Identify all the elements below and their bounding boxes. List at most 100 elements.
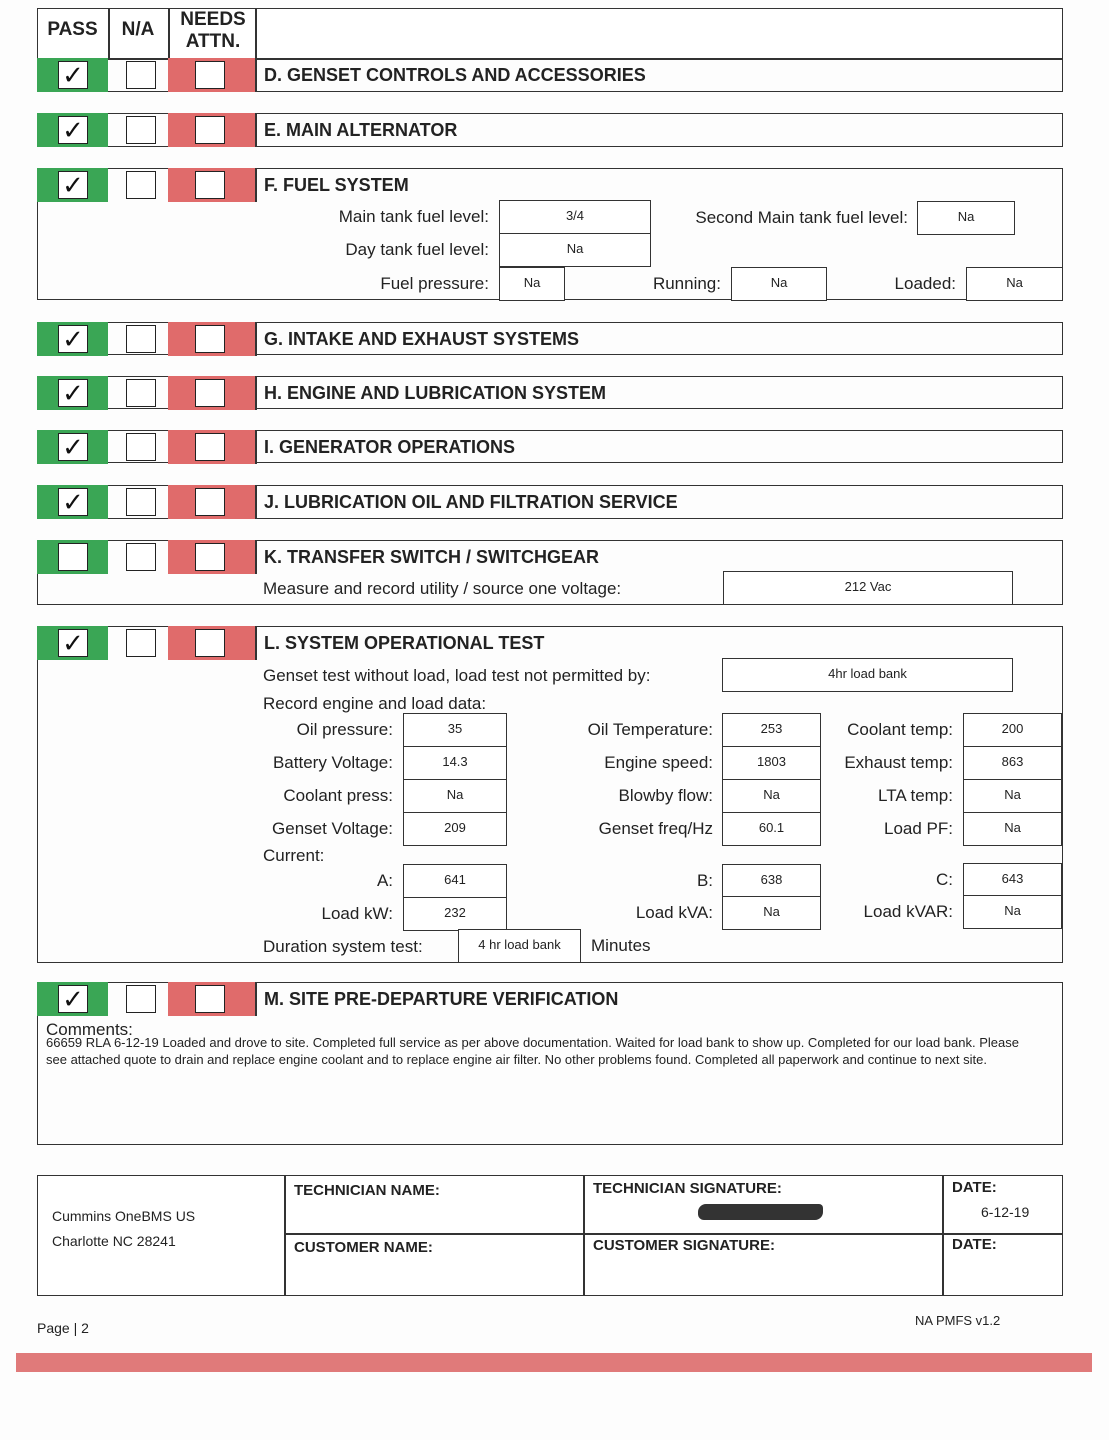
na-checkbox[interactable] [126, 433, 156, 461]
blowby-flow-field[interactable]: Na [722, 779, 821, 813]
na-checkbox[interactable] [126, 488, 156, 516]
checkmark-icon: ✓ [62, 628, 84, 658]
loaded-pressure-label: Loaded: [894, 274, 956, 293]
needs-attention-column-header: NEEDS ATTN. [180, 9, 246, 52]
current-b-label: B: [696, 871, 713, 890]
fuel-pressure-label: Fuel pressure: [380, 274, 489, 293]
section-title: J. LUBRICATION OIL AND FILTRATION SERVIC… [264, 492, 678, 512]
na-checkbox[interactable] [126, 171, 156, 199]
section-title: E. MAIN ALTERNATOR [264, 120, 458, 140]
load-pf-field[interactable]: Na [963, 812, 1062, 846]
current-a-label: A: [376, 871, 393, 890]
lta-temp-label: LTA temp: [878, 786, 953, 805]
genset-voltage-label: Genset Voltage: [272, 819, 393, 838]
needs-attention-checkbox[interactable] [195, 543, 225, 571]
current-c-label: C: [936, 870, 953, 889]
pass-checkbox[interactable]: ✓ [58, 379, 88, 407]
needs-attention-checkbox[interactable] [195, 433, 225, 461]
needs-attention-checkbox[interactable] [195, 171, 225, 199]
checkmark-icon: ✓ [62, 115, 84, 145]
current-c-field[interactable]: 643 [963, 863, 1062, 897]
oil-temp-field[interactable]: 253 [722, 713, 821, 747]
pass-checkbox[interactable]: ✓ [58, 629, 88, 657]
checkmark-icon: ✓ [62, 378, 84, 408]
pass-checkbox[interactable]: ✓ [58, 116, 88, 144]
needs-attention-checkbox[interactable] [195, 325, 225, 353]
coolant-temp-field[interactable]: 200 [963, 713, 1062, 747]
na-checkbox[interactable] [126, 379, 156, 407]
genset-voltage-field[interactable]: 209 [403, 812, 507, 846]
na-checkbox[interactable] [126, 985, 156, 1013]
needs-attention-checkbox[interactable] [195, 116, 225, 144]
checkmark-icon: ✓ [62, 324, 84, 354]
exhaust-temp-field[interactable]: 863 [963, 746, 1062, 780]
needs-attention-checkbox[interactable] [195, 379, 225, 407]
section-title: G. INTAKE AND EXHAUST SYSTEMS [264, 329, 580, 349]
running-pressure-field[interactable]: Na [731, 267, 827, 301]
duration-field[interactable]: 4 hr load bank [458, 929, 581, 963]
section-title: K. TRANSFER SWITCH / SWITCHGEAR [264, 547, 599, 567]
section-title: H. ENGINE AND LUBRICATION SYSTEM [264, 383, 607, 403]
battery-voltage-label: Battery Voltage: [272, 753, 393, 772]
second-main-tank-fuel-level-field[interactable]: Na [917, 201, 1015, 235]
pass-checkbox[interactable]: ✓ [58, 985, 88, 1013]
utility-voltage-label: Measure and record utility / source one … [263, 579, 622, 598]
needs-attention-checkbox[interactable] [195, 985, 225, 1013]
technician-signature-image [698, 1204, 823, 1220]
pass-column-header: PASS [47, 19, 98, 40]
lta-temp-field[interactable]: Na [963, 779, 1062, 813]
battery-voltage-field[interactable]: 14.3 [403, 746, 507, 780]
no-load-test-field[interactable]: 4hr load bank [722, 658, 1013, 692]
loaded-pressure-field[interactable]: Na [966, 267, 1063, 301]
oil-pressure-field[interactable]: 35 [403, 713, 507, 747]
na-checkbox[interactable] [126, 629, 156, 657]
current-b-field[interactable]: 638 [722, 864, 821, 898]
duration-unit: Minutes [591, 936, 651, 955]
pass-checkbox[interactable]: ✓ [58, 325, 88, 353]
section-title: D. GENSET CONTROLS AND ACCESSORIES [264, 65, 646, 85]
checkmark-icon: ✓ [62, 432, 84, 462]
engine-speed-field[interactable]: 1803 [722, 746, 821, 780]
fuel-pressure-field[interactable]: Na [499, 267, 565, 301]
na-checkbox[interactable] [126, 543, 156, 571]
load-kva-field[interactable]: Na [722, 896, 821, 930]
tech-date-value: 6-12-19 [981, 1204, 1030, 1220]
pass-checkbox[interactable]: ✓ [58, 61, 88, 89]
utility-voltage-field[interactable]: 212 Vac [723, 571, 1013, 605]
column-header-row [37, 8, 1063, 60]
na-checkbox[interactable] [126, 116, 156, 144]
engine-speed-label: Engine speed: [604, 753, 713, 772]
needs-attention-checkbox[interactable] [195, 488, 225, 516]
coolant-press-field[interactable]: Na [403, 779, 507, 813]
oil-pressure-label: Oil pressure: [296, 720, 393, 739]
na-checkbox[interactable] [126, 325, 156, 353]
current-a-field[interactable]: 641 [403, 864, 507, 898]
load-kvar-label: Load kVAR: [863, 902, 953, 921]
coolant-press-label: Coolant press: [283, 786, 393, 805]
checkmark-icon: ✓ [62, 170, 84, 200]
day-tank-fuel-level-label: Day tank fuel level: [345, 240, 489, 259]
genset-freq-field[interactable]: 60.1 [722, 812, 821, 846]
section-title: I. GENERATOR OPERATIONS [264, 437, 516, 457]
load-kw-field[interactable]: 232 [403, 897, 507, 931]
needs-attention-checkbox[interactable] [195, 61, 225, 89]
pass-checkbox[interactable]: ✓ [58, 171, 88, 199]
technician-name-label: TECHNICIAN NAME: [294, 1182, 440, 1199]
pass-checkbox[interactable]: ✓ [58, 433, 88, 461]
load-kvar-field[interactable]: Na [963, 895, 1062, 929]
section-box [37, 982, 1063, 1145]
main-tank-fuel-level-label: Main tank fuel level: [338, 207, 489, 226]
coolant-temp-label: Coolant temp: [847, 720, 953, 739]
customer-date-label: DATE: [952, 1236, 997, 1253]
pass-checkbox[interactable] [58, 543, 88, 571]
pass-checkbox[interactable]: ✓ [58, 488, 88, 516]
comments-label: Comments: [46, 1020, 133, 1039]
load-kw-label: Load kW: [321, 904, 393, 923]
day-tank-fuel-level-field[interactable]: Na [499, 233, 651, 267]
na-checkbox[interactable] [126, 61, 156, 89]
main-tank-fuel-level-field[interactable]: 3/4 [499, 200, 651, 234]
comments-text[interactable]: 66659 RLA 6-12-19 Loaded and drove to si… [46, 1035, 1019, 1067]
needs-attention-checkbox[interactable] [195, 629, 225, 657]
running-pressure-label: Running: [652, 274, 721, 293]
